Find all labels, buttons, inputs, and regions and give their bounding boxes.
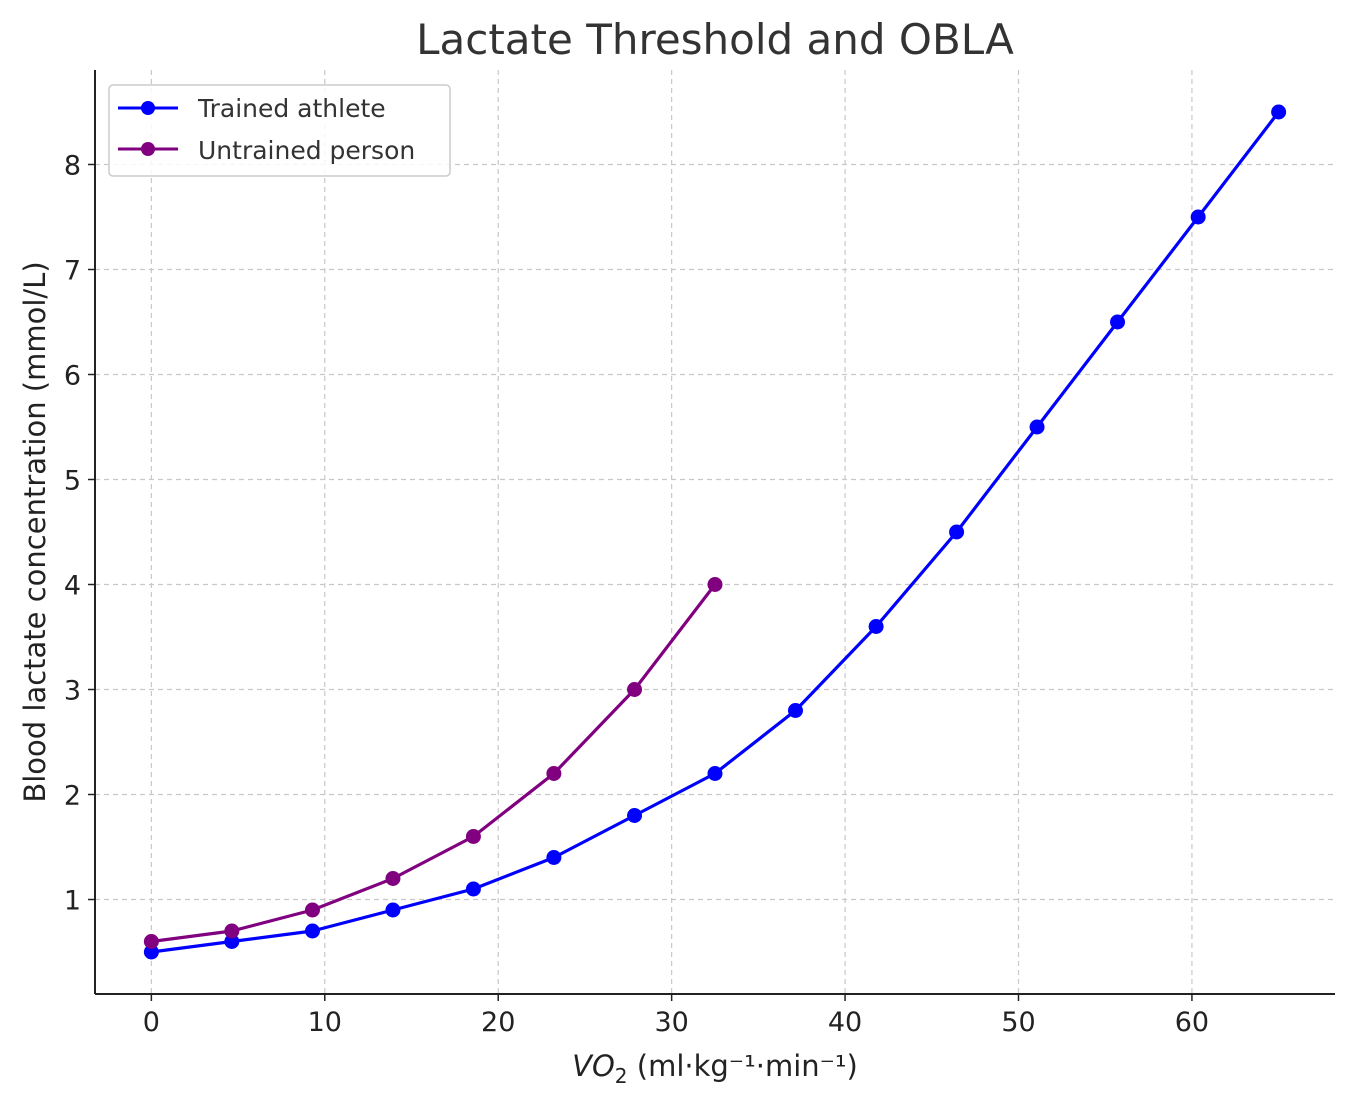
data-point — [304, 902, 320, 918]
grid — [95, 70, 1335, 994]
series-0 — [143, 104, 1287, 960]
data-point — [949, 524, 965, 540]
legend: Trained athlete Untrained person — [108, 84, 451, 177]
ticks: 0 10 20 30 40 50 60 1 2 3 4 5 6 7 8 — [64, 151, 1209, 1039]
y-tick-label: 5 — [64, 466, 81, 497]
y-axis-label: Blood lactate concentration (mmol/L) — [18, 261, 52, 802]
data-point — [787, 703, 803, 718]
data-point — [707, 766, 723, 781]
legend-label-untrained: Untrained person — [198, 136, 415, 165]
x-tick-label: 30 — [654, 1007, 688, 1038]
x-axis-label-main: VO — [572, 1049, 615, 1083]
data-point — [546, 766, 562, 781]
chart-title: Lactate Threshold and OBLA — [416, 15, 1014, 64]
y-tick-label: 7 — [64, 256, 81, 287]
series-line — [151, 583, 717, 944]
legend-box — [108, 84, 451, 177]
data-point — [465, 881, 481, 897]
data-point — [385, 871, 401, 886]
data-point — [546, 850, 562, 865]
y-tick-label: 2 — [64, 781, 81, 812]
data-point — [465, 829, 481, 844]
data-point — [627, 808, 643, 823]
data-point — [627, 682, 643, 697]
data-point — [1110, 314, 1126, 330]
x-tick-label: 0 — [143, 1007, 160, 1038]
legend-marker-untrained — [141, 142, 155, 156]
y-tick-label: 4 — [64, 571, 81, 602]
y-tick-label: 8 — [64, 151, 81, 182]
x-tick-label: 50 — [1001, 1007, 1035, 1038]
data-point — [1271, 104, 1287, 120]
data-point — [143, 944, 159, 960]
y-tick-label: 6 — [64, 361, 81, 392]
data-point — [385, 902, 401, 918]
x-tick-label: 10 — [308, 1007, 342, 1038]
data-point — [868, 619, 884, 634]
x-tick-label: 40 — [828, 1007, 862, 1038]
data-point — [224, 934, 240, 949]
x-tick-label: 20 — [481, 1007, 515, 1038]
data-point — [224, 923, 240, 939]
data-point — [707, 577, 723, 592]
x-axis-label-subscript: 2 — [615, 1064, 628, 1088]
x-axis-label: VO2 (ml·kg⁻¹·min⁻¹) — [572, 1049, 858, 1088]
x-axis-label-units: (ml·kg⁻¹·min⁻¹) — [628, 1049, 858, 1083]
series-line — [151, 111, 1280, 954]
y-tick-label: 1 — [64, 886, 81, 917]
y-tick-label: 3 — [64, 676, 81, 707]
legend-marker-trained — [141, 101, 155, 115]
data-point — [143, 934, 159, 949]
x-tick-label: 60 — [1175, 1007, 1209, 1038]
data-point — [304, 923, 320, 939]
series-group — [143, 104, 1287, 960]
legend-label-trained: Trained athlete — [197, 94, 386, 123]
data-point — [1190, 209, 1206, 225]
series-1 — [143, 577, 723, 949]
data-point — [1029, 419, 1045, 435]
